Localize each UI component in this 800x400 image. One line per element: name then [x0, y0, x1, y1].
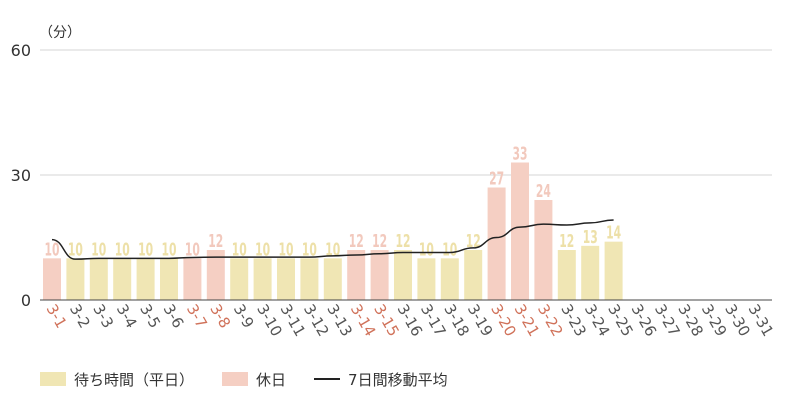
legend-item-average: 7日間移動平均 — [314, 369, 448, 390]
data-label: 12 — [559, 231, 574, 252]
bar — [581, 245, 600, 300]
bar — [323, 258, 342, 300]
bar — [440, 258, 459, 300]
data-label: 10 — [419, 239, 434, 260]
bar — [394, 250, 412, 300]
legend-swatch-weekday — [40, 372, 66, 386]
data-label: 10 — [115, 239, 130, 260]
legend-swatch-holiday — [222, 372, 249, 386]
x-tick-label: 3-5 — [136, 301, 164, 331]
x-tick-label: 3-9 — [230, 301, 258, 331]
x-tick-label: 3-7 — [183, 301, 211, 331]
data-label: 33 — [513, 144, 528, 165]
bar — [206, 250, 225, 300]
bar — [277, 258, 295, 300]
data-label: 24 — [536, 181, 551, 202]
x-tick-label: 3-2 — [66, 301, 94, 331]
bar — [136, 258, 155, 300]
legend-item-weekday: 待ち時間（平日） — [40, 369, 194, 390]
bar — [604, 241, 623, 300]
data-label: 10 — [255, 239, 270, 260]
data-label: 12 — [396, 231, 411, 252]
legend-swatch-average — [314, 378, 341, 380]
data-label: 10 — [91, 239, 106, 260]
y-tick-label: 30 — [11, 166, 31, 185]
legend: 待ち時間（平日） 休日 7日間移動平均 — [40, 369, 476, 389]
data-label: 12 — [372, 231, 387, 252]
chart: 0 30 60 （分） 10 10 10 10 10 10 10 12 10 10 10 10 10 12 12 12… — [11, 25, 778, 339]
data-label: 12 — [349, 231, 364, 252]
bar — [253, 258, 272, 300]
bar — [464, 250, 483, 300]
bar — [417, 258, 436, 300]
x-tick-label: 3-3 — [89, 301, 117, 331]
data-label: 13 — [583, 227, 598, 248]
x-tick-label: 3-4 — [113, 301, 141, 331]
legend-item-holiday: 休日 — [222, 369, 286, 390]
data-label: 12 — [208, 231, 223, 252]
bar — [557, 250, 576, 300]
data-label: 27 — [489, 169, 504, 190]
bar — [160, 258, 178, 300]
bar — [230, 258, 249, 300]
x-tick-label: 3-8 — [206, 301, 234, 331]
data-label: 10 — [162, 239, 177, 260]
data-label: 10 — [185, 239, 200, 260]
series-line-moving-average — [51, 219, 614, 260]
bar — [89, 258, 108, 300]
bar — [534, 200, 553, 300]
data-label: 10 — [302, 239, 317, 260]
x-tick-label: 3-6 — [160, 301, 188, 331]
data-label: 14 — [606, 223, 621, 244]
data-label: 10 — [325, 239, 340, 260]
bar — [300, 258, 319, 300]
bar — [370, 250, 389, 300]
data-label: 10 — [68, 239, 83, 260]
bar — [66, 258, 85, 300]
legend-label-weekday: 待ち時間（平日） — [74, 370, 195, 389]
bar — [183, 258, 202, 300]
x-tick-label: 3-31 — [745, 301, 778, 339]
legend-label-average: 7日間移動平均 — [348, 370, 448, 389]
bar — [511, 162, 529, 300]
bar — [347, 250, 366, 300]
x-tick-label: 3-1 — [43, 301, 71, 331]
y-tick-label: 0 — [21, 291, 31, 310]
data-label: 10 — [279, 239, 294, 260]
y-unit-label: （分） — [39, 25, 81, 41]
legend-label-holiday: 休日 — [256, 370, 287, 389]
y-tick-label: 60 — [11, 41, 31, 60]
bar — [113, 258, 132, 300]
data-label: 10 — [45, 239, 60, 260]
data-label: 10 — [232, 239, 247, 260]
bar — [487, 187, 506, 300]
data-label: 10 — [138, 239, 153, 260]
bar — [43, 258, 61, 300]
data-label: 10 — [442, 239, 457, 260]
